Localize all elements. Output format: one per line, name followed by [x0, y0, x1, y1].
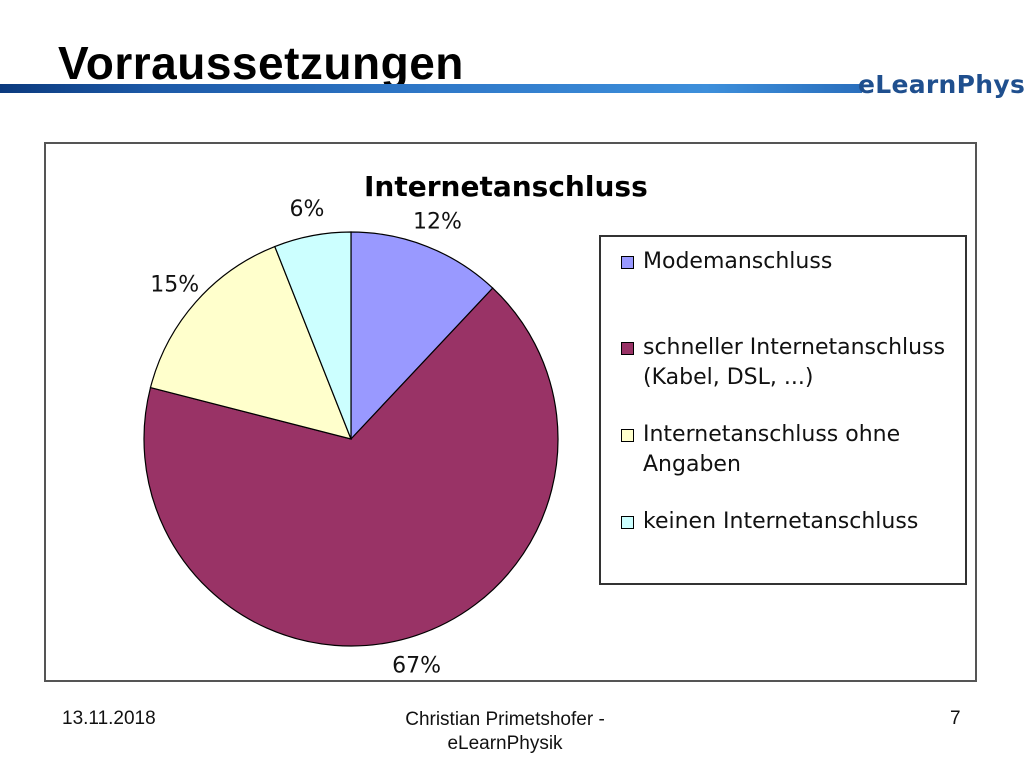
- legend-swatch: [621, 342, 634, 355]
- footer-page-number: 7: [950, 708, 961, 729]
- pie-slice-none: [274, 231, 352, 440]
- pie-slice-modem: [350, 231, 494, 441]
- title-underline: [0, 84, 862, 93]
- footer-author: Christian Primetshofer - eLearnPhysik: [405, 709, 605, 754]
- pie-data-label: 12%: [413, 210, 462, 235]
- chart-legend: Modemanschluss schneller Internetanschlu…: [599, 235, 967, 585]
- legend-label: keinen Internetanschluss: [643, 509, 919, 534]
- pie-data-label: 15%: [150, 273, 199, 298]
- legend-label: schneller Internetanschluss (Kabel, DSL,…: [643, 335, 946, 390]
- footer-date: 13.11.2018: [62, 708, 156, 729]
- elearnphysik-logo: eLearnPhysik: [858, 70, 1024, 99]
- chart-title: Internetanschluss: [364, 170, 648, 203]
- pie-data-label: 67%: [392, 654, 441, 679]
- pie-chart: 12% 67% 15% 6%: [143, 197, 559, 679]
- legend-label: Modemanschluss: [643, 249, 833, 274]
- pie-slice-no-info: [149, 245, 352, 440]
- page-title: Vorraussetzungen: [58, 37, 464, 89]
- pie-data-label: 6%: [290, 197, 325, 222]
- legend-swatch: [621, 429, 634, 442]
- legend-label: Internetanschluss ohne Angaben: [643, 422, 901, 477]
- legend-swatch: [621, 256, 634, 269]
- pie-slice-fast: [143, 287, 559, 647]
- chart-frame: Internetanschluss 12% 67% 15% 6% Modemansch…: [44, 142, 977, 682]
- legend-swatch: [621, 516, 634, 529]
